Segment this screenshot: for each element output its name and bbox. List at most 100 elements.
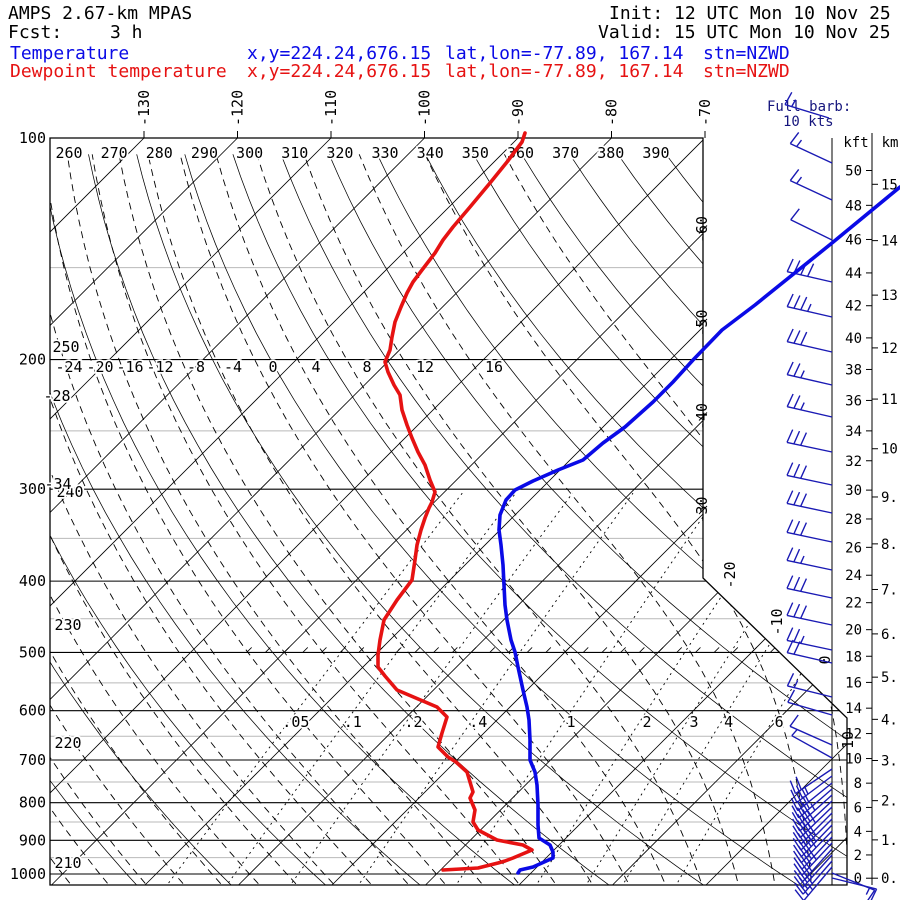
svg-text:-40: -40 <box>693 403 711 430</box>
legend-dewpoint-station: stn=NZWD <box>703 61 790 82</box>
svg-text:6: 6 <box>775 713 784 731</box>
svg-text:.05: .05 <box>282 713 309 731</box>
background-grid <box>50 138 847 885</box>
svg-text:44: 44 <box>845 266 862 282</box>
sounding-curves <box>376 131 900 875</box>
svg-text:3: 3 <box>690 713 699 731</box>
svg-text:260: 260 <box>55 144 82 162</box>
svg-text:300: 300 <box>19 480 46 498</box>
svg-text:40: 40 <box>845 331 862 347</box>
svg-text:320: 320 <box>326 144 353 162</box>
barb-legend-icon <box>784 91 830 119</box>
svg-text:4: 4 <box>311 358 320 376</box>
svg-text:7.: 7. <box>881 582 898 598</box>
svg-text:.2: .2 <box>404 713 422 731</box>
pressure-gridlines <box>50 138 847 875</box>
svg-text:38: 38 <box>845 362 862 378</box>
svg-text:5.: 5. <box>881 670 898 686</box>
svg-text:290: 290 <box>191 144 218 162</box>
svg-text:12: 12 <box>416 358 434 376</box>
svg-text:14.: 14. <box>881 234 900 250</box>
svg-text:-110: -110 <box>322 90 340 126</box>
svg-text:-16: -16 <box>116 358 143 376</box>
svg-text:10: 10 <box>845 752 862 768</box>
barb-legend-value: 10 kts <box>783 114 834 130</box>
valid-time: Valid: 15 UTC Mon 10 Nov 25 <box>598 22 891 43</box>
svg-text:900: 900 <box>19 831 46 849</box>
svg-text:.1: .1 <box>344 713 362 731</box>
svg-text:-8: -8 <box>187 358 205 376</box>
kft-scale: 0246810121416182022242628303234363840424… <box>845 163 872 887</box>
fcst-label: Fcst: <box>8 22 63 43</box>
svg-text:1000: 1000 <box>10 865 46 883</box>
svg-text:26: 26 <box>845 540 862 556</box>
svg-text:34: 34 <box>845 424 862 440</box>
mixing-ratio-labels: .05 .1 .2 .4 1 2 3 4 6 <box>281 711 786 733</box>
svg-text:100: 100 <box>19 129 46 147</box>
svg-text:4: 4 <box>724 713 733 731</box>
svg-text:-34: -34 <box>44 475 71 493</box>
svg-text:350: 350 <box>462 144 489 162</box>
svg-text:500: 500 <box>19 643 46 661</box>
svg-text:kft: kft <box>843 135 868 151</box>
legend-dewpoint-label: Dewpoint temperature <box>10 61 227 82</box>
svg-text:1.: 1. <box>881 833 898 849</box>
svg-text:300: 300 <box>236 144 263 162</box>
model-title: AMPS 2.67-km MPAS <box>8 3 193 24</box>
fcst-value: 3 h <box>110 22 143 43</box>
svg-text:1: 1 <box>566 713 575 731</box>
temperature-curve <box>497 185 900 875</box>
svg-text:30: 30 <box>845 483 862 499</box>
svg-text:-20: -20 <box>86 358 113 376</box>
svg-text:-90: -90 <box>509 99 527 126</box>
svg-text:0: 0 <box>854 871 862 887</box>
svg-text:800: 800 <box>19 794 46 812</box>
svg-text:330: 330 <box>372 144 399 162</box>
svg-text:4: 4 <box>854 824 862 840</box>
svg-text:220: 220 <box>54 734 81 752</box>
svg-text:-20: -20 <box>721 561 739 588</box>
altitude-scales: kft km02468101214161820222426283032343638… <box>843 133 900 887</box>
temperature-axis-right: -60 -50 -40 -30 -20 -10 0 10 <box>693 216 857 749</box>
legend-temperature-latlon: lat,lon=-77.89, 167.14 <box>445 43 684 64</box>
svg-text:-28: -28 <box>43 387 70 405</box>
svg-text:270: 270 <box>101 144 128 162</box>
temperature-axis-top: -130 -120 -110 -100 -90 -80 -70 <box>135 90 714 138</box>
svg-text:-80: -80 <box>603 99 621 126</box>
svg-text:48: 48 <box>845 198 862 214</box>
svg-text:2: 2 <box>643 713 652 731</box>
svg-text:250: 250 <box>52 338 79 356</box>
svg-text:2.: 2. <box>881 794 898 810</box>
svg-text:0: 0 <box>268 358 277 376</box>
legend-temperature-xy: x,y=224.24,676.15 <box>247 43 432 64</box>
svg-text:km: km <box>882 135 899 151</box>
svg-text:600: 600 <box>19 702 46 720</box>
svg-text:0.: 0. <box>881 871 898 887</box>
dewpoint-curve <box>376 131 534 872</box>
legend-dewpoint-latlon: lat,lon=-77.89, 167.14 <box>445 61 684 82</box>
mixing-ratio-lines <box>161 492 847 885</box>
init-time: Init: 12 UTC Mon 10 Nov 25 <box>609 3 891 24</box>
svg-text:12: 12 <box>845 727 862 743</box>
svg-text:12.: 12. <box>881 341 900 357</box>
moist-adiabat-labels: -24 -20 -16 -12 -8 -4 0 4 8 12 16 -28 -34 <box>42 356 505 495</box>
svg-text:240: 240 <box>56 483 83 501</box>
svg-text:-100: -100 <box>416 90 434 126</box>
svg-text:-30: -30 <box>693 496 711 523</box>
svg-text:8.: 8. <box>881 537 898 553</box>
svg-text:-120: -120 <box>229 90 247 126</box>
svg-text:36: 36 <box>845 393 862 409</box>
svg-text:360: 360 <box>507 144 534 162</box>
svg-text:280: 280 <box>146 144 173 162</box>
svg-text:16: 16 <box>485 358 503 376</box>
svg-text:380: 380 <box>597 144 624 162</box>
svg-text:50: 50 <box>845 163 862 179</box>
svg-text:-130: -130 <box>135 90 153 126</box>
svg-text:6: 6 <box>854 800 862 816</box>
svg-text:-50: -50 <box>693 309 711 336</box>
svg-text:400: 400 <box>19 572 46 590</box>
legend-dewpoint-xy: x,y=224.24,676.15 <box>247 61 432 82</box>
